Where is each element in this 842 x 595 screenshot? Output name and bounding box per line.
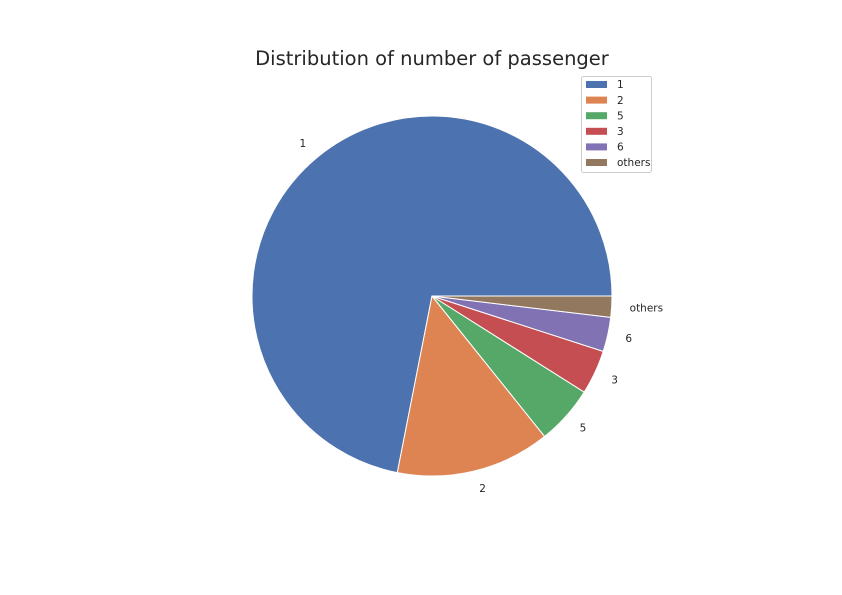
legend-label-3: 3 <box>617 126 624 138</box>
pie-slice-labels: 1 2 5 3 6 others <box>300 138 664 495</box>
pie-slice-label-6: 6 <box>625 333 632 345</box>
legend-swatch-6 <box>586 143 607 151</box>
legend-label-6: 6 <box>617 142 624 154</box>
pie-slice-label-others: others <box>630 302 663 314</box>
pie-slice-label-2: 2 <box>479 483 486 495</box>
legend-swatch-others <box>586 159 607 166</box>
legend-items: 1 2 5 3 6 others <box>586 79 650 169</box>
pie-slice-label-5: 5 <box>580 423 587 435</box>
legend-label-others: others <box>617 157 650 169</box>
legend-label-1: 1 <box>617 79 624 91</box>
pie-slices <box>251 115 613 477</box>
legend-label-2: 2 <box>617 95 624 107</box>
legend-swatch-2 <box>586 96 607 104</box>
legend-label-5: 5 <box>617 110 624 122</box>
pie-slice-others <box>431 295 613 318</box>
legend-swatch-5 <box>586 112 607 120</box>
legend: 1 2 5 3 6 others <box>581 76 652 173</box>
legend-swatch-1 <box>586 81 607 88</box>
pie-slice-2 <box>396 295 546 477</box>
pie-slice-label-3: 3 <box>611 375 618 387</box>
legend-swatch-3 <box>586 127 607 135</box>
chart-title: Distribution of number of passenger <box>255 47 610 70</box>
pie-slice-label-1: 1 <box>300 138 307 150</box>
pie-slice-1 <box>251 115 613 474</box>
